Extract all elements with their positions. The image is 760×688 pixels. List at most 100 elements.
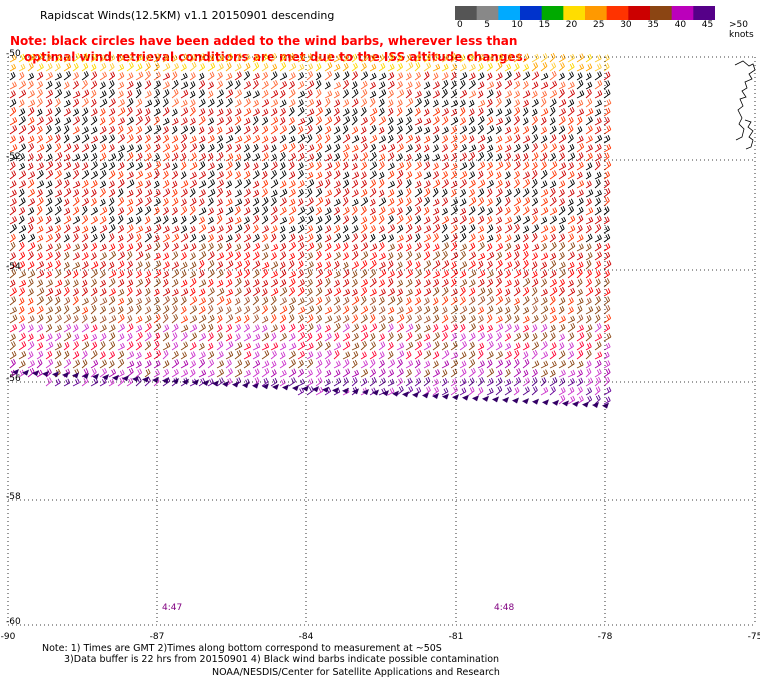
wind-barb [135,351,142,360]
wind-barb [450,162,458,171]
wind-barb [324,144,332,153]
wind-barb [432,305,439,315]
wind-barb [486,341,494,351]
wind-barb [540,377,547,387]
y-tick-label: -60 [6,617,21,627]
wind-barb [441,107,449,117]
wind-barb [396,169,404,180]
wind-barb [306,206,315,216]
wind-barb [252,333,261,342]
wind-barb [72,315,79,324]
wind-barb [369,72,377,81]
wind-barb [486,161,493,171]
wind-barb [477,295,486,306]
wind-barb [144,341,152,351]
wind-barb [378,233,387,243]
wind-barb [576,297,584,306]
wind-barb [369,323,378,333]
wind-barb [288,286,296,297]
wind-barb [18,170,27,180]
wind-barb [9,90,16,99]
wind-barb [225,134,234,144]
wind-barb [270,252,277,261]
wind-barb [549,306,556,315]
wind-barb [333,180,341,189]
wind-barb [225,234,233,243]
wind-barb [603,288,611,297]
wind-barb [63,90,71,99]
wind-barb [135,315,143,324]
wind-barb [117,125,124,135]
wind-barb [414,97,422,108]
wind-barb [405,62,414,72]
wind-barb [279,117,286,126]
wind-barb [459,333,466,342]
wind-barb [261,53,269,63]
wind-barb [306,305,315,315]
wind-barb [261,367,270,378]
wind-barb [540,331,548,342]
wind-barb [243,251,251,261]
wind-barb [387,278,394,288]
wind-barb [63,171,71,180]
wind-barb [99,169,107,180]
wind-barb [513,161,521,171]
wind-barb [405,331,413,342]
wind-barb [153,224,162,234]
wind-barb [288,152,297,162]
wind-barb [378,62,386,72]
wind-barb [513,153,521,162]
wind-barb [108,233,115,243]
wind-barb [207,179,215,189]
wind-barb [315,63,322,72]
wind-barb [45,287,54,297]
wind-barb [288,323,296,333]
wind-barb [270,360,277,369]
wind-barb [144,70,151,81]
wind-barb [243,359,251,369]
wind-barb [180,180,189,189]
wind-barb [180,252,187,261]
wind-barb [450,359,459,369]
wind-barb [108,153,117,162]
wind-barb [90,242,98,252]
wind-barb [288,278,296,288]
wind-barb [540,169,548,180]
wind-barb [468,196,477,207]
wind-barb [549,80,558,90]
wind-barb [225,143,233,153]
wind-barb [270,314,277,324]
wind-barb [63,332,72,342]
wind-barb [36,143,45,153]
wind-barb [63,243,71,252]
wind-barb [162,305,170,315]
wind-barb [162,295,170,306]
wind-barb [378,89,387,99]
wind-barb [432,360,439,369]
wind-barb [432,341,440,351]
wind-barb [108,288,116,297]
wind-barb [306,124,313,135]
wind-barb [117,72,125,81]
wind-barb [117,151,124,162]
wind-barb [216,242,223,252]
wind-barb [576,377,584,387]
wind-barb [297,297,305,306]
wind-barb [549,98,557,108]
wind-barb [117,224,125,234]
wind-barb [261,206,269,216]
wind-barb [216,117,224,126]
wind-barb [333,126,341,135]
wind-barb [72,233,79,243]
wind-barb [486,224,494,234]
wind-barb [243,134,252,144]
wind-barb [387,207,396,216]
scale-swatch [693,6,715,20]
wind-barb [369,179,377,189]
wind-barb [261,80,269,90]
wind-barb [126,62,134,72]
wind-barb [594,108,602,117]
wind-barb [279,269,287,279]
wind-barb [540,161,547,171]
wind-barb [252,295,260,306]
